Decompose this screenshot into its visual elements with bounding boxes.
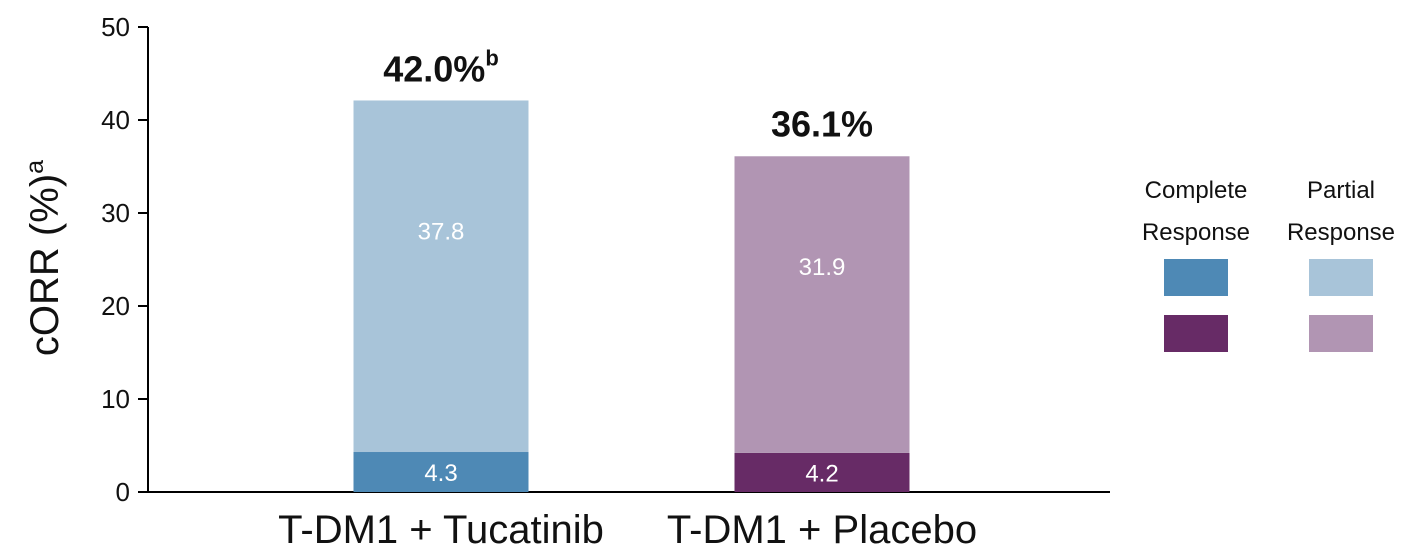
y-axis-label: cORR (%)a bbox=[21, 160, 67, 356]
y-tick-label: 30 bbox=[101, 198, 130, 228]
legend-swatch bbox=[1309, 315, 1373, 352]
legend: Complete Response Partial Response bbox=[1142, 177, 1395, 352]
bar-value-label: 37.8 bbox=[418, 219, 465, 246]
legend-label-line2: Response bbox=[1287, 219, 1395, 246]
bar-total-value: 36.1% bbox=[771, 103, 873, 144]
y-tick-label: 50 bbox=[101, 12, 130, 42]
bar-segment bbox=[353, 452, 529, 492]
bar-total-label: 42.0%b bbox=[383, 45, 499, 89]
bar-total-label: 36.1% bbox=[771, 103, 873, 144]
y-axis: 0 10 20 30 40 50 bbox=[101, 12, 149, 507]
x-category-label: T-DM1 + Placebo bbox=[667, 508, 977, 550]
bar-segment bbox=[734, 452, 910, 492]
bar-total-superscript: b bbox=[485, 45, 498, 70]
y-tick-label: 10 bbox=[101, 384, 130, 414]
legend-label-line2: Response bbox=[1142, 219, 1250, 246]
legend-label-line1: Complete bbox=[1145, 177, 1248, 204]
legend-swatch bbox=[1309, 259, 1373, 296]
legend-label-line1: Partial bbox=[1307, 177, 1375, 204]
y-tick-label: 20 bbox=[101, 291, 130, 321]
bar-value-label: 4.3 bbox=[424, 460, 457, 487]
bar-segment bbox=[353, 100, 529, 453]
x-axis: T-DM1 + Tucatinib T-DM1 + Placebo bbox=[148, 491, 1110, 550]
bar-total-value: 42.0% bbox=[383, 48, 485, 89]
bars: 4.3 37.8 42.0%b 4.2 31.9 36.1% bbox=[353, 45, 910, 492]
bar-value-label: 4.2 bbox=[805, 460, 838, 487]
bar-value-label: 31.9 bbox=[799, 254, 846, 281]
y-tick-label: 0 bbox=[116, 477, 130, 507]
y-tick-label: 40 bbox=[101, 105, 130, 135]
legend-swatch bbox=[1164, 315, 1228, 352]
bar-segment bbox=[734, 156, 910, 453]
legend-swatch bbox=[1164, 259, 1228, 296]
x-category-label: T-DM1 + Tucatinib bbox=[278, 508, 604, 550]
